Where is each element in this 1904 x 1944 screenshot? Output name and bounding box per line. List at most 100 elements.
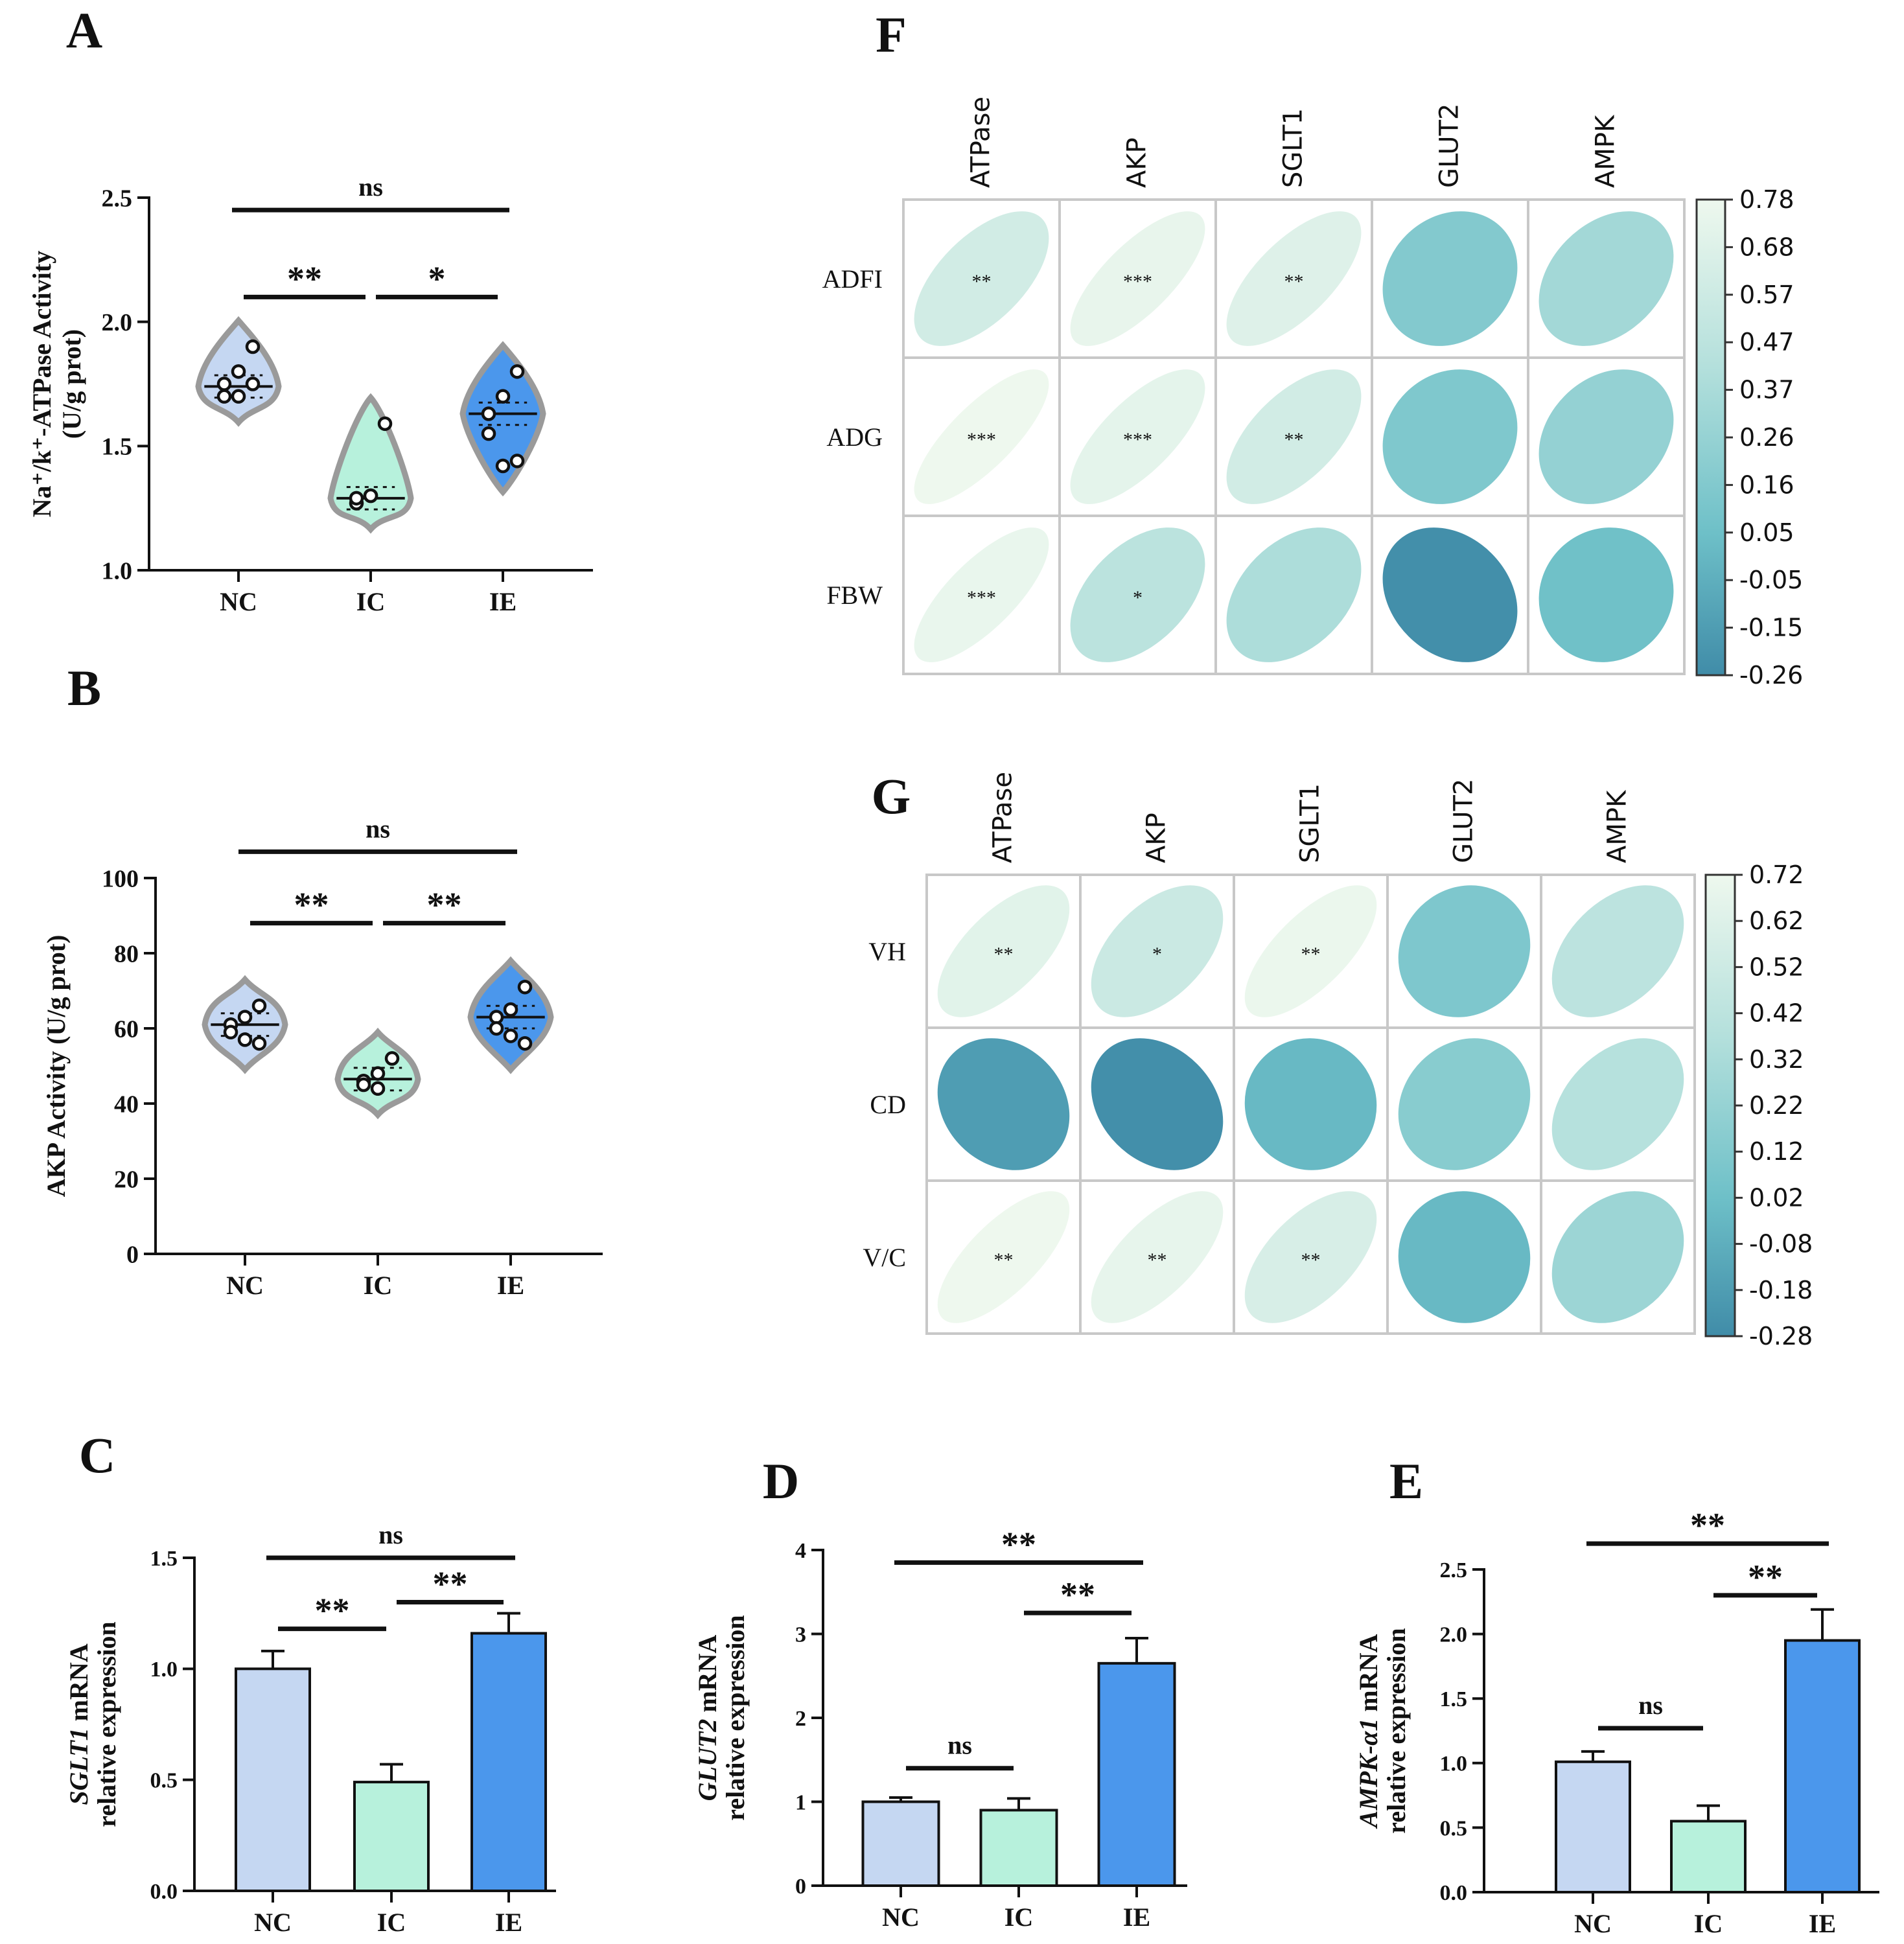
y-tick-label: 1.0 [150, 1658, 178, 1682]
y-axis-label: AKP Activity (U/g prot) [41, 935, 71, 1198]
significance-label: ** [315, 1591, 350, 1630]
panel-e: E 0.0 0.5 1.0 1.5 2.0 2.5 NC IC IE AMPK-α1 mRNArel… [1354, 1453, 1879, 1938]
significance-label: ** [294, 886, 329, 925]
row-label-vc: V/C [863, 1243, 906, 1272]
data-point [237, 1032, 253, 1047]
data-point [384, 1051, 400, 1066]
x-tick-label: IC [1694, 1909, 1723, 1938]
x-tick-label: NC [220, 587, 257, 616]
significance-label: ** [287, 259, 322, 298]
significance-stars: *** [1123, 429, 1152, 450]
colorbar-tick-label: -0.26 [1739, 661, 1803, 689]
y-tick-label: 20 [114, 1166, 139, 1193]
y-axis-label-unit: mRNA [1354, 1634, 1383, 1718]
y-axis-label: GLUT2 mRNA [693, 1635, 722, 1801]
column-label-sglt1: SGLT1 [1295, 783, 1325, 863]
y-tick-label: 2.5 [1440, 1558, 1468, 1582]
correlation-ellipse [1538, 369, 1674, 504]
colorbar [1704, 874, 1736, 1337]
bar [861, 1800, 940, 1887]
correlation-ellipse [1398, 1038, 1531, 1170]
y-axis-label: (U/g prot) [57, 329, 86, 439]
data-point [231, 389, 246, 404]
y-axis-label-gene: GLUT2 [693, 1719, 722, 1801]
bar [1670, 1820, 1747, 1893]
bar [1097, 1661, 1176, 1887]
column-label-ampk: AMPK [1591, 114, 1621, 188]
y-tick-label: 80 [114, 940, 139, 967]
x-tick-label: IC [1004, 1903, 1033, 1932]
colorbar-tick-label: 0.52 [1749, 953, 1804, 981]
significance-stars: ** [994, 1249, 1014, 1271]
x-tick-label: IE [497, 1271, 524, 1300]
y-tick-label: 0.5 [1440, 1816, 1468, 1840]
significance-label: ns [366, 814, 390, 843]
y-tick-label: 1.0 [1440, 1752, 1468, 1776]
correlation-ellipse [1091, 1038, 1224, 1170]
correlation-ellipse [1244, 1191, 1377, 1323]
correlation-ellipse [1070, 527, 1205, 662]
data-point [517, 979, 533, 995]
x-tick-label: IC [377, 1908, 406, 1937]
panel-label-g: G [872, 768, 911, 824]
y-tick-label: 0 [795, 1875, 806, 1899]
data-point [495, 458, 511, 474]
colorbar [1695, 198, 1726, 677]
bar [470, 1632, 547, 1892]
significance-stars: ** [1301, 943, 1321, 965]
significance-stars: ** [1284, 271, 1304, 292]
data-point [481, 406, 496, 421]
y-axis-label-unit: mRNA [693, 1635, 722, 1719]
data-point [237, 1010, 253, 1024]
y-axis-label-line2: relative expression [721, 1615, 750, 1820]
y-axis-label-gene: AMPK-α1 [1354, 1718, 1383, 1830]
data-point [216, 389, 232, 404]
y-tick-label: 1.0 [102, 557, 133, 584]
violin-shape [459, 341, 546, 497]
y-tick-label: 2.0 [102, 309, 133, 336]
correlation-ellipse [937, 885, 1070, 1017]
correlation-ellipse [914, 211, 1049, 346]
significance-stars: ** [1148, 1249, 1167, 1271]
colorbar-tick-label: 0.02 [1749, 1183, 1804, 1212]
data-point [509, 364, 525, 379]
correlation-ellipse [1398, 1191, 1531, 1323]
y-tick-label: 40 [114, 1091, 139, 1118]
bar [979, 1809, 1058, 1887]
y-tick-label: 0.0 [1440, 1881, 1468, 1905]
column-label-glut2: GLUT2 [1449, 779, 1479, 863]
data-point [216, 376, 232, 391]
column-label-ampk: AMPK [1603, 789, 1632, 863]
significance-stars: ** [994, 943, 1014, 965]
panel-a: A 1.0 1.5 2.0 2.5 NC IC IE Na⁺/k⁺-ATPase Activit… [27, 2, 593, 616]
correlation-ellipse [1244, 885, 1377, 1017]
significance-label: ** [1060, 1575, 1095, 1614]
row-label-fbw: FBW [826, 581, 883, 610]
row-label-cd: CD [870, 1090, 906, 1119]
significance-stars: *** [967, 429, 996, 450]
data-point [231, 364, 246, 379]
row-label-adg: ADG [826, 422, 883, 452]
panel-label-c: C [79, 1427, 115, 1483]
correlation-ellipse [1091, 1191, 1224, 1323]
x-tick-label: IE [1809, 1909, 1836, 1938]
significance-stars: ** [1301, 1249, 1321, 1271]
column-label-akp: AKP [1122, 137, 1152, 188]
data-point [489, 1021, 504, 1036]
y-tick-label: 2 [795, 1707, 806, 1731]
data-point [223, 1024, 238, 1040]
data-point [481, 426, 496, 441]
data-point [503, 1028, 518, 1043]
significance-stars: ** [972, 271, 992, 292]
colorbar-tick-label: 0.47 [1739, 328, 1794, 356]
y-axis-label: AMPK-α1 mRNA [1354, 1634, 1383, 1829]
significance-stars: * [1152, 943, 1162, 965]
panel-label-a: A [66, 2, 102, 58]
y-tick-label: 0.0 [150, 1880, 178, 1904]
colorbar-tick-label: -0.28 [1749, 1322, 1813, 1350]
significance-label: ns [1638, 1691, 1663, 1720]
colorbar-tick-label: 0.68 [1739, 233, 1794, 261]
